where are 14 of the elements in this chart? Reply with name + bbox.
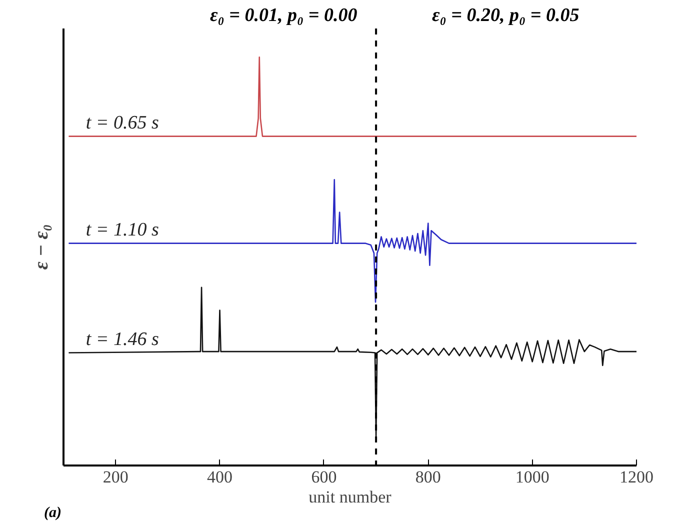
- x-tick-label: 800: [415, 468, 441, 486]
- x-tick-label: 600: [311, 468, 337, 486]
- x-tick-label: 200: [102, 468, 128, 486]
- x-tick-label: 1200: [620, 468, 654, 486]
- series-label: t = 0.65 s: [86, 112, 159, 134]
- y-axis-title: ε − ε₀: [30, 224, 52, 270]
- text: ε₀ = 0.01, p₀ = 0.00: [210, 4, 358, 28]
- series-label: t = 1.10 s: [86, 219, 159, 240]
- text: ε₀ = 0.20, p₀ = 0.05: [432, 4, 580, 28]
- text: (a): [44, 504, 62, 523]
- x-tick-label: 1000: [515, 468, 550, 486]
- x-tick-label: 400: [207, 468, 233, 486]
- series-label: t = 1.46 s: [86, 328, 159, 350]
- x-axis-title: unit number: [308, 488, 392, 506]
